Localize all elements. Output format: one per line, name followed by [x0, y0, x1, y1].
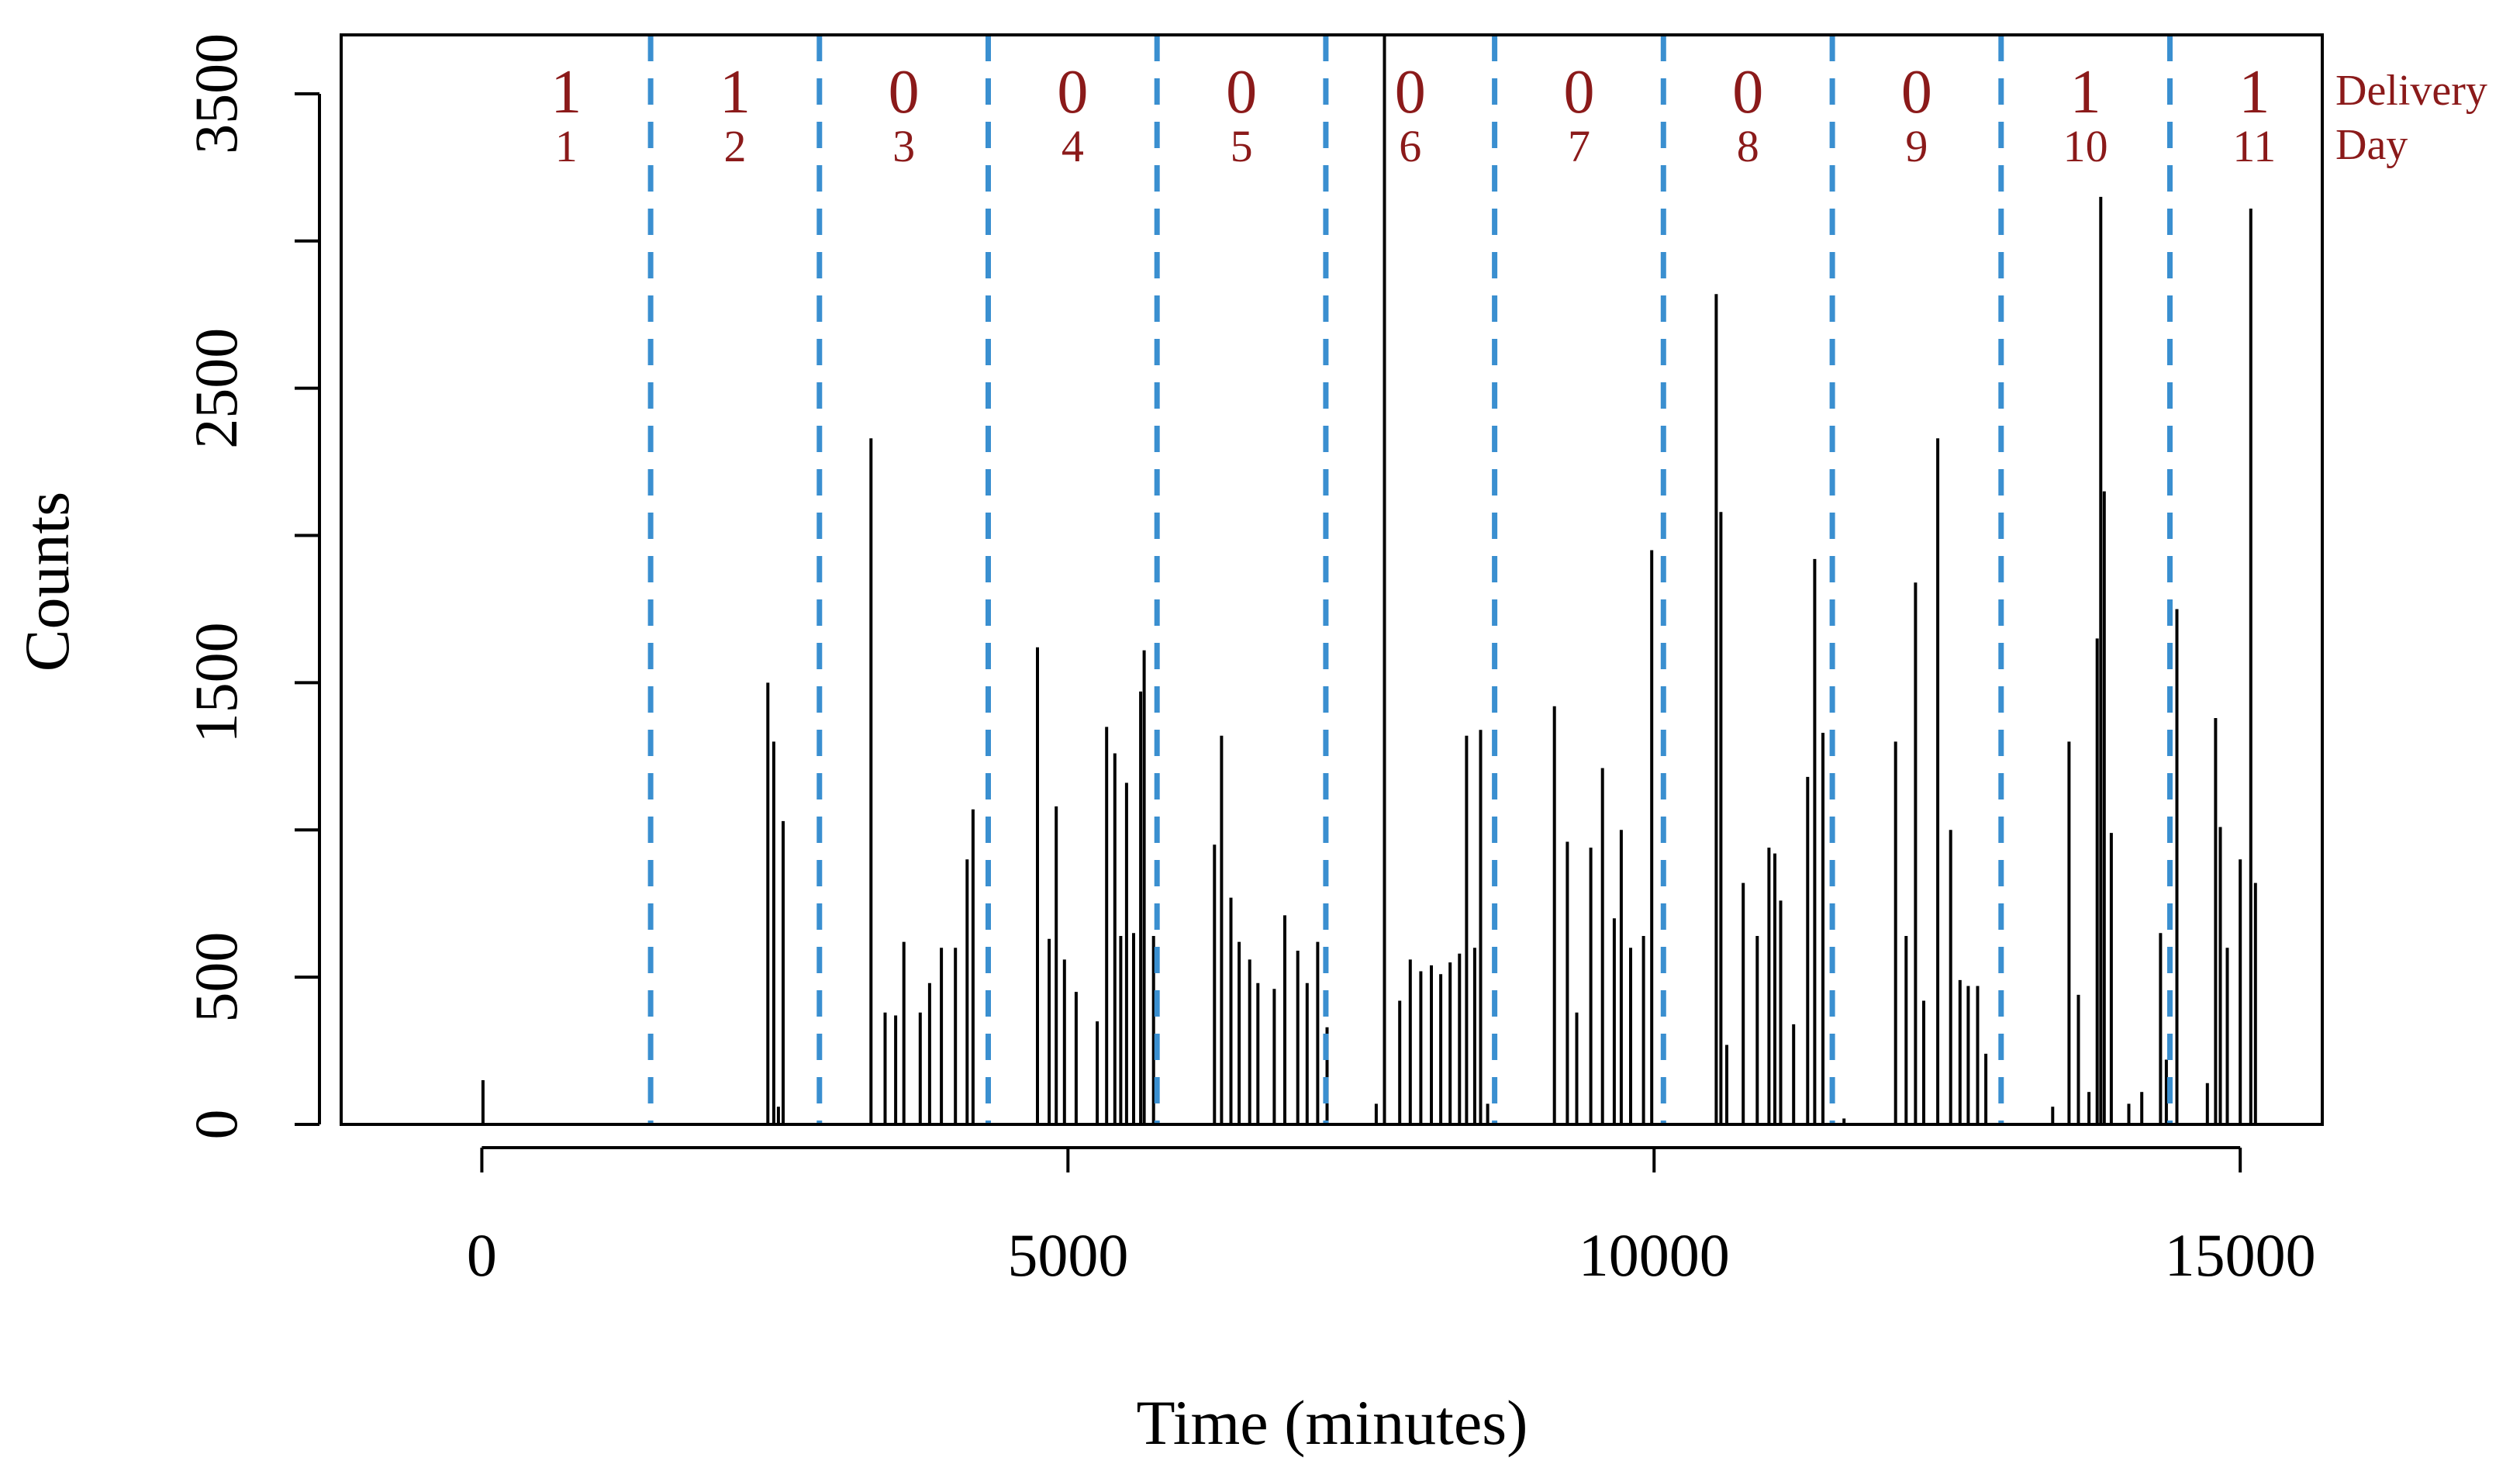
delivery-value-day-4: 0: [1057, 58, 1088, 126]
day-row-label: Day: [2335, 121, 2408, 169]
day-number-4: 4: [1062, 121, 1084, 171]
x-tick-label: 0: [467, 1221, 497, 1289]
delivery-value-day-11: 1: [2239, 58, 2270, 126]
day-number-1: 1: [555, 121, 578, 171]
delivery-value-day-1: 1: [551, 58, 582, 126]
delivery-value-day-3: 0: [889, 58, 920, 126]
x-tick-label: 15000: [2165, 1221, 2316, 1289]
y-axis-title: Counts: [12, 492, 82, 672]
day-number-10: 10: [2063, 121, 2108, 171]
day-number-2: 2: [723, 121, 746, 171]
y-tick-label: 3500: [182, 33, 250, 154]
delivery-row-label: Delivery: [2335, 67, 2487, 115]
delivery-value-day-7: 0: [1563, 58, 1594, 126]
y-tick-label: 0: [182, 1110, 250, 1140]
plot-frame: [340, 33, 2324, 1126]
delivery-value-day-6: 0: [1395, 58, 1426, 126]
day-number-11: 11: [2232, 121, 2276, 171]
delivery-value-day-9: 0: [1901, 58, 1932, 126]
x-axis: 0 5000 10000 15000: [467, 1146, 2316, 1289]
y-tick-label: 2500: [182, 328, 250, 449]
y-axis: 0 500 1500 2500 3500: [182, 33, 321, 1140]
day-number-3: 3: [892, 121, 915, 171]
day-number-6: 6: [1399, 121, 1421, 171]
y-tick-label: 1500: [182, 622, 250, 743]
delivery-value-day-5: 0: [1226, 58, 1257, 126]
delivery-value-day-2: 1: [720, 58, 751, 126]
delivery-value-day-10: 1: [2070, 58, 2101, 126]
day-number-8: 8: [1737, 121, 1759, 171]
y-tick-label: 500: [182, 932, 250, 1023]
day-boundary-layer: [647, 35, 2173, 1124]
x-tick-label: 5000: [1007, 1221, 1128, 1289]
x-axis-title: Time (minutes): [1137, 1387, 1528, 1458]
day-number-5: 5: [1231, 121, 1253, 171]
delivery-value-day-8: 0: [1732, 58, 1763, 126]
day-number-7: 7: [1568, 121, 1590, 171]
bar-layer: [481, 196, 2257, 1124]
x-tick-label: 10000: [1579, 1221, 1730, 1289]
day-number-9: 9: [1905, 121, 1928, 171]
